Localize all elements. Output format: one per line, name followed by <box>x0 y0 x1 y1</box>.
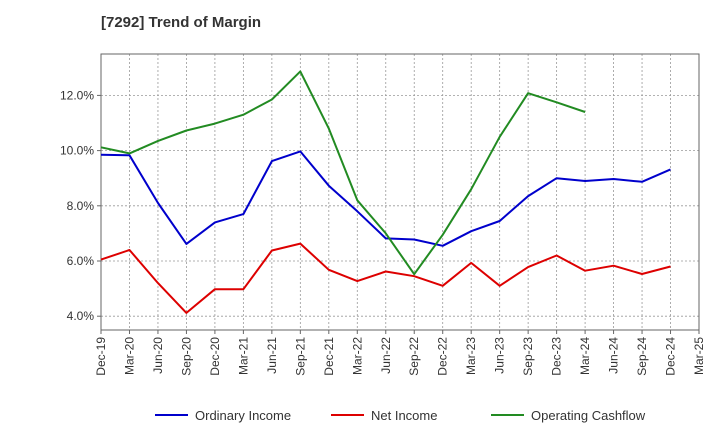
series-line-ordinary-income <box>100 150 671 247</box>
x-tick-label: Mar-22 <box>350 337 364 375</box>
x-tick-label: Dec-20 <box>208 337 222 376</box>
x-tick-label: Mar-20 <box>122 337 136 375</box>
y-tick-label: 8.0% <box>67 199 95 213</box>
series-layer <box>100 70 671 314</box>
y-tick-label: 10.0% <box>60 144 94 158</box>
legend-layer: Ordinary Income Net Income Operating Cashf… <box>155 408 646 423</box>
x-tick-label: Mar-21 <box>236 337 250 375</box>
x-tick-label: Jun-22 <box>379 337 393 374</box>
x-tick-label: Dec-19 <box>94 337 108 376</box>
x-tick-label: Sep-24 <box>635 337 649 376</box>
x-tick-label: Mar-23 <box>464 337 478 375</box>
x-tick-label: Dec-24 <box>664 337 678 376</box>
plot-frame <box>100 53 700 331</box>
series-line-operating-cashflow <box>100 70 586 276</box>
y-tick-label: 4.0% <box>67 309 95 323</box>
series-line-net-income <box>100 242 671 314</box>
legend-label-net-income: Net Income <box>371 408 437 423</box>
x-tick-label: Jun-21 <box>265 337 279 374</box>
x-tick-label: Jun-23 <box>493 337 507 374</box>
legend-label-operating-cashflow: Operating Cashflow <box>531 408 646 423</box>
x-tick-label: Sep-23 <box>521 337 535 376</box>
x-tick-label: Sep-20 <box>179 337 193 376</box>
x-tick-label: Jun-24 <box>607 337 621 374</box>
x-tick-label: Dec-23 <box>550 337 564 376</box>
y-tick-label: 12.0% <box>60 88 94 102</box>
grid-layer <box>101 54 699 330</box>
axis-layer: 4.0% 6.0% 8.0% 10.0% 12.0% Dec-19 Mar-20 Jun-20… <box>60 88 706 375</box>
x-tick-label: Jun-20 <box>151 337 165 374</box>
x-tick-label: Mar-25 <box>692 337 706 375</box>
chart-title: [7292] Trend of Margin <box>101 14 262 31</box>
x-tick-label: Sep-21 <box>293 337 307 376</box>
x-tick-label: Dec-22 <box>436 337 450 376</box>
x-tick-label: Mar-24 <box>578 337 592 375</box>
y-tick-label: 6.0% <box>67 254 95 268</box>
legend-label-ordinary-income: Ordinary Income <box>195 408 291 423</box>
x-tick-label: Sep-22 <box>407 337 421 376</box>
x-tick-label: Dec-21 <box>322 337 336 376</box>
